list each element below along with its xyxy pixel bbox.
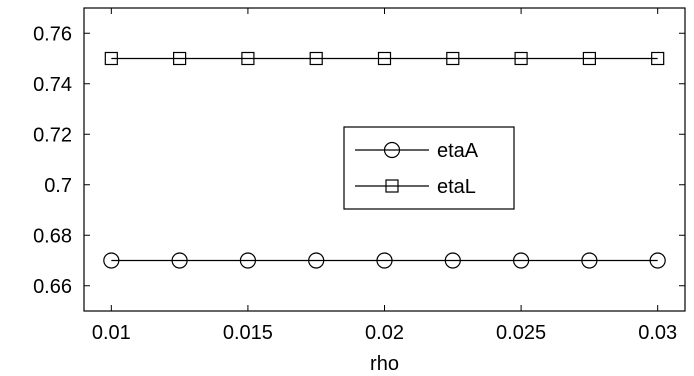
data-point-etaL — [651, 51, 665, 66]
data-point-etaA — [171, 252, 188, 269]
plot-layer — [103, 51, 666, 269]
y-tick-label: 0.66 — [33, 276, 72, 298]
legend: etaA etaL — [343, 126, 515, 210]
data-point-etaL — [241, 51, 255, 66]
x-axis-label: rho — [370, 353, 399, 375]
legend-label-etaA: etaA — [437, 140, 479, 162]
y-tick-label: 0.72 — [33, 124, 72, 146]
data-point-etaA — [308, 252, 325, 269]
data-point-etaA — [444, 252, 461, 269]
data-point-etaL — [514, 51, 528, 66]
data-point-etaA — [376, 252, 393, 269]
x-tick-label: 0.02 — [365, 322, 404, 344]
legend-marker-etaL — [385, 179, 399, 193]
data-point-etaL — [446, 51, 460, 66]
y-tick-label: 0.74 — [33, 74, 72, 96]
data-point-etaA — [512, 252, 530, 269]
data-point-etaL — [309, 51, 323, 66]
data-point-etaL — [104, 51, 118, 66]
x-tick-label: 0.03 — [638, 322, 677, 344]
data-point-etaA — [239, 252, 257, 269]
data-point-etaL — [582, 51, 596, 66]
legend-marker-etaA — [383, 141, 401, 159]
data-point-etaA — [649, 252, 666, 269]
data-point-etaA — [103, 252, 120, 269]
x-tick-label: 0.01 — [92, 322, 131, 344]
x-tick-label: 0.015 — [223, 322, 273, 344]
y-tick-label: 0.7 — [44, 175, 72, 197]
y-tick-label: 0.68 — [33, 225, 72, 247]
x-tick-label: 0.025 — [496, 322, 546, 344]
data-point-etaA — [581, 252, 598, 269]
legend-box — [343, 126, 515, 210]
data-point-etaL — [377, 51, 392, 66]
data-point-etaL — [173, 51, 187, 66]
y-tick-label: 0.76 — [33, 23, 72, 45]
tick-layer: 0.01 0.015 0.02 0.025 0.03 0.66 0.68 0.7 0.72 0.7… — [33, 8, 685, 344]
legend-label-etaL: etaL — [437, 176, 476, 198]
